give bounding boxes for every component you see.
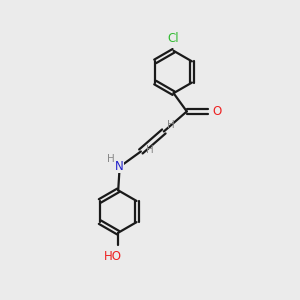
Text: H: H	[107, 154, 115, 164]
Text: Cl: Cl	[168, 32, 179, 46]
Text: HO: HO	[104, 250, 122, 263]
Text: N: N	[115, 160, 124, 173]
Text: H: H	[167, 120, 175, 130]
Text: H: H	[146, 145, 154, 155]
Text: O: O	[212, 105, 222, 118]
